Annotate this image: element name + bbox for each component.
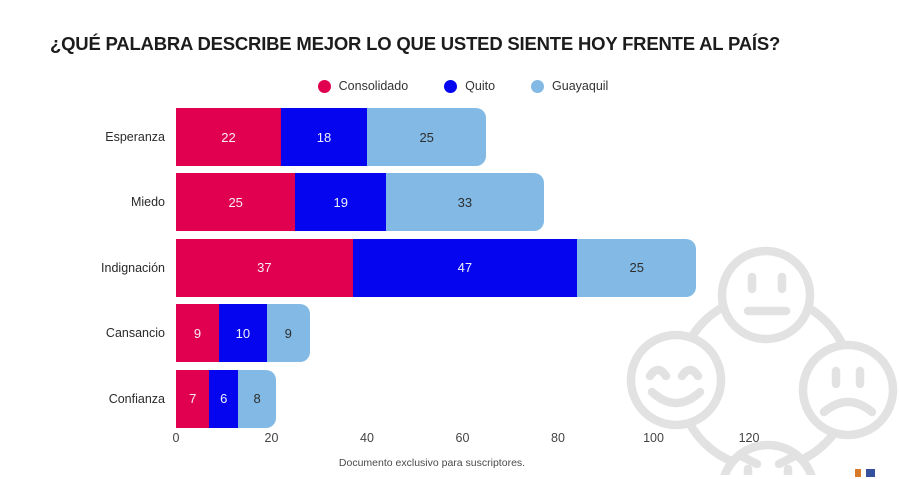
- bar-value-label: 9: [284, 325, 292, 341]
- category-label: Confianza: [108, 391, 165, 406]
- bar-segment: 18: [281, 108, 367, 166]
- bar-value-label: 25: [228, 194, 243, 210]
- legend-label: Guayaquil: [552, 79, 609, 93]
- x-tick-label: 60: [455, 431, 470, 445]
- stacked-bar-chart: Esperanza 22 18 25 Miedo 25 19 33 Indignación 37 4…: [0, 108, 900, 433]
- legend-dot-icon: [317, 79, 331, 93]
- bar-segment: 37: [176, 238, 353, 297]
- bar-row: Confianza 7 6 8: [0, 369, 900, 428]
- x-tick-label: 120: [738, 431, 760, 445]
- x-tick-label: 80: [551, 431, 565, 445]
- x-tick-label: 0: [172, 431, 180, 445]
- bar-value-label: 22: [221, 129, 236, 145]
- bar-segment: 9: [266, 304, 310, 363]
- legend-dot-icon: [531, 79, 545, 93]
- legend-label: Consolidado: [338, 79, 409, 93]
- x-axis: 0 20 40 60 80 100 120: [0, 431, 900, 447]
- bar-value-label: 10: [235, 325, 251, 341]
- footer-note: Documento exclusivo para suscriptores.: [338, 457, 526, 469]
- bar-row: Indignación 37 47 25: [0, 238, 900, 297]
- x-tick-label: 40: [360, 431, 374, 445]
- bar-row: Esperanza 22 18 25: [0, 108, 900, 166]
- chart-title: ¿QUÉ PALABRA DESCRIBE MEJOR LO QUE USTED…: [50, 33, 781, 54]
- bar-value-label: 25: [419, 129, 434, 145]
- bar-value-label: 18: [316, 129, 332, 145]
- legend-label: Quito: [465, 79, 496, 93]
- partial-page-mark: [855, 469, 885, 479]
- legend-item-quito: Quito: [444, 79, 495, 93]
- bar-segment: 25: [366, 108, 487, 166]
- bar-row: Miedo 25 19 33: [0, 173, 900, 232]
- category-label: Indignación: [101, 260, 165, 275]
- category-label: Cansancio: [105, 326, 165, 341]
- x-tick-label: 20: [264, 431, 279, 445]
- legend-item-consolidado: Consolidado: [317, 79, 409, 93]
- bar-segment: 22: [176, 108, 282, 166]
- bar-segment: 33: [386, 173, 544, 232]
- bar-segment: 25: [176, 173, 296, 232]
- bar-row: Cansancio 9 10 9: [0, 304, 900, 363]
- bar-value-label: 9: [193, 325, 202, 341]
- bar-value-label: 25: [629, 260, 645, 276]
- bar-segment: 10: [218, 304, 267, 363]
- bar-value-label: 7: [189, 391, 197, 407]
- legend: Consolidado Quito Guayaquil: [176, 77, 750, 95]
- bar-segment: 9: [176, 304, 219, 363]
- partial-page-mark-right: [866, 469, 875, 477]
- partial-page-mark-left: [855, 469, 861, 477]
- bar-segment: 19: [295, 173, 387, 232]
- legend-item-guayaquil: Guayaquil: [531, 79, 608, 93]
- bar-value-label: 47: [457, 260, 473, 276]
- bar-segment: 8: [238, 369, 277, 428]
- bar-segment: 7: [176, 369, 210, 428]
- bar-segment: 25: [577, 238, 697, 297]
- category-label: Esperanza: [105, 130, 165, 144]
- bar-value-label: 33: [457, 194, 473, 210]
- bar-segment: 6: [209, 369, 239, 428]
- category-label: Miedo: [130, 195, 165, 210]
- bar-value-label: 19: [333, 194, 348, 210]
- bar-value-label: 8: [253, 391, 261, 407]
- legend-dot-icon: [444, 79, 458, 93]
- bar-value-label: 37: [257, 260, 272, 276]
- bar-value-label: 6: [220, 391, 228, 407]
- x-tick-label: 100: [643, 431, 664, 445]
- bar-segment: 47: [352, 238, 578, 297]
